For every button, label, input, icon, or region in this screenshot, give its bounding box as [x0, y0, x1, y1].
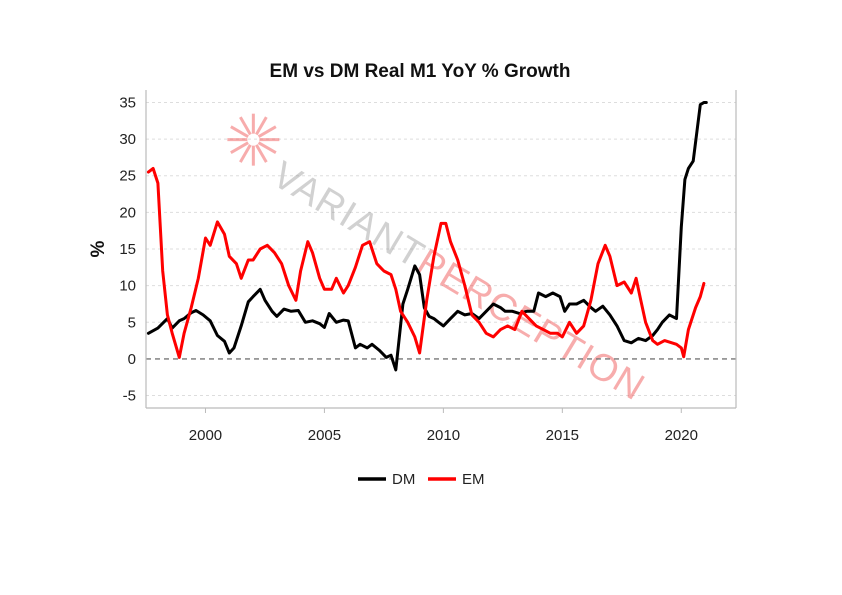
y-tick-label: 25 — [119, 168, 136, 185]
x-tick-label: 2015 — [546, 427, 579, 444]
x-tick-label: 2000 — [189, 427, 222, 444]
watermark-part1: VARIANT — [265, 154, 431, 277]
plot-frame — [145, 90, 737, 413]
x-tick-label: 2010 — [427, 427, 460, 444]
y-tick-label: 10 — [119, 278, 136, 295]
x-tick-label: 2005 — [308, 427, 341, 444]
series-line-dm — [146, 101, 708, 372]
y-tick-label: -5 — [123, 388, 136, 405]
y-axis-label: % — [88, 240, 109, 257]
x-tick-label: 2020 — [665, 427, 698, 444]
y-tick-label: 15 — [119, 241, 136, 258]
y-tick-label: 5 — [128, 314, 136, 331]
x-tick-labels: 2000 2005 2010 2015 2020 — [189, 427, 698, 444]
legend-label-dm: DM — [392, 471, 415, 488]
y-tick-label: 35 — [119, 94, 136, 111]
series-line-em — [146, 166, 706, 359]
y-tick-label: 0 — [128, 351, 136, 368]
series-layer — [146, 101, 708, 372]
legend: DM EM — [358, 471, 485, 488]
legend-label-em: EM — [462, 471, 485, 488]
chart-title: EM vs DM Real M1 YoY % Growth — [270, 61, 571, 82]
y-tick-labels: -5 0 5 10 15 20 25 30 35 — [119, 94, 136, 404]
y-tick-label: 30 — [119, 131, 136, 148]
y-tick-label: 20 — [119, 204, 136, 221]
watermark-burst-icon — [227, 113, 280, 166]
